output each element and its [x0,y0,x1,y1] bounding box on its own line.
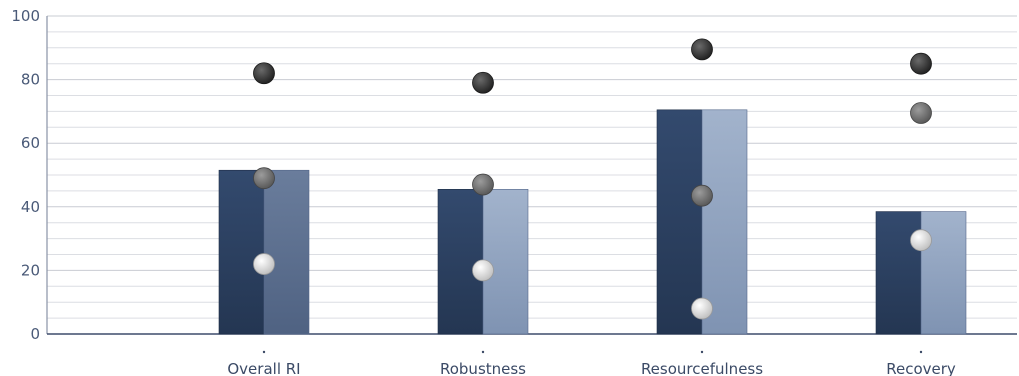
marker-dark [691,38,713,61]
marker-dark [472,71,494,94]
marker-light [253,253,275,275]
marker-gray [910,102,932,124]
marker-dark [910,52,932,75]
marker-gray [472,173,494,196]
axes [46,16,1017,354]
bar-right-half [263,169,310,335]
markers [253,38,932,320]
bar-left-half [656,109,703,335]
y-tick-label: 100 [11,7,40,25]
y-tick-label: 20 [21,261,40,279]
bar-left-half [875,211,922,335]
marker-light [472,259,494,282]
bar-left-half [218,169,265,335]
y-tick-label: 80 [21,71,40,89]
bar-right-half [701,109,748,335]
marker-dark [253,62,275,85]
labels: 0 20 40 60 80 100 Overall RI Robustness Resource… [11,7,956,376]
marker-light [910,229,932,252]
x-tick-label: Robustness [440,360,526,376]
y-tick-label: 60 [21,134,40,152]
x-tick-label: Recovery [886,360,956,376]
x-tick-mark [700,350,704,354]
x-tick-mark [919,350,923,354]
x-tick-mark [262,350,266,354]
y-tick-label: 0 [30,325,40,343]
marker-gray [691,184,713,207]
x-tick-label: Resourcefulness [641,360,763,376]
x-tick-label: Overall RI [227,360,300,376]
gridlines [47,15,1017,319]
bar-right-half [482,189,529,335]
marker-gray [253,167,275,190]
marker-light [691,297,713,320]
bars [218,109,967,335]
bar-right-half [920,211,967,335]
x-tick-mark [481,350,485,354]
bar-left-half [437,189,484,335]
y-tick-label: 40 [21,198,40,216]
